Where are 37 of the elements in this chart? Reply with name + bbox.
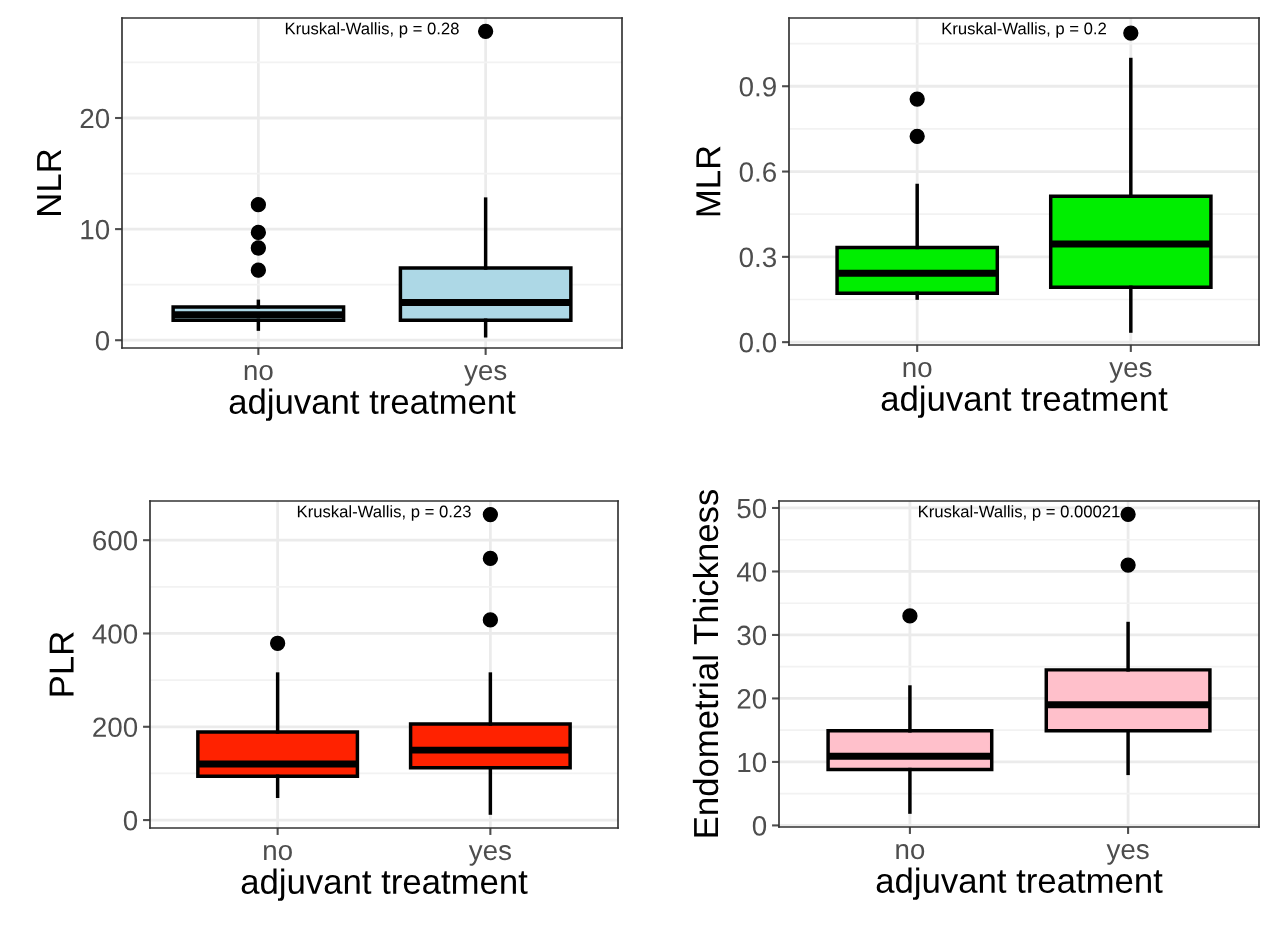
y-tick-label: 0.0 (739, 332, 777, 353)
annotation: Kruskal-Wallis, p = 0.23 (297, 505, 471, 521)
x-axis-title: adjuvant treatment (241, 868, 528, 901)
y-tick-label: 0.6 (739, 162, 776, 182)
x-axis-title: adjuvant treatment (229, 388, 516, 421)
x-tick-label: no (244, 364, 273, 381)
y-tick-label: 0.3 (739, 247, 776, 268)
y-tick-label: 400 (92, 624, 138, 644)
x-tick-label: yes (1109, 361, 1152, 383)
x-tick-label: yes (468, 844, 511, 866)
y-tick-label: 10 (81, 219, 110, 240)
x-tick-label: no (903, 361, 932, 378)
x-axis-title: adjuvant treatment (881, 385, 1168, 418)
y-tick-label: 200 (93, 717, 138, 738)
y-axis-title: Endometrial Thickness (692, 489, 719, 837)
annotation: Kruskal-Wallis, p = 0.00021 (919, 505, 1120, 521)
y-tick-label: 10 (738, 752, 767, 773)
y-tick-label: 40 (736, 562, 767, 582)
y-tick-label: 600 (93, 530, 138, 551)
annotation: Kruskal-Wallis, p = 0.28 (285, 22, 459, 38)
y-tick-label: 0 (123, 810, 138, 831)
y-tick-label: 20 (737, 689, 767, 709)
x-tick-label: no (264, 844, 292, 861)
y-tick-label: 30 (737, 625, 767, 646)
y-tick-label: 0 (95, 330, 110, 351)
x-tick-label: yes (464, 364, 507, 386)
y-axis-title: NLR (37, 149, 61, 215)
y-tick-label: 0.9 (739, 76, 776, 97)
y-tick-label: 20 (80, 108, 110, 129)
y-axis-title: MLR (696, 146, 721, 216)
y-tick-label: 50 (737, 498, 767, 519)
x-axis-title: adjuvant treatment (876, 867, 1163, 900)
x-tick-label: yes (1106, 843, 1149, 865)
y-axis-title: PLR (49, 632, 74, 696)
y-tick-label: 0 (752, 816, 767, 836)
x-tick-label: no (896, 843, 925, 860)
annotation: Kruskal-Wallis, p = 0.2 (942, 22, 1106, 38)
